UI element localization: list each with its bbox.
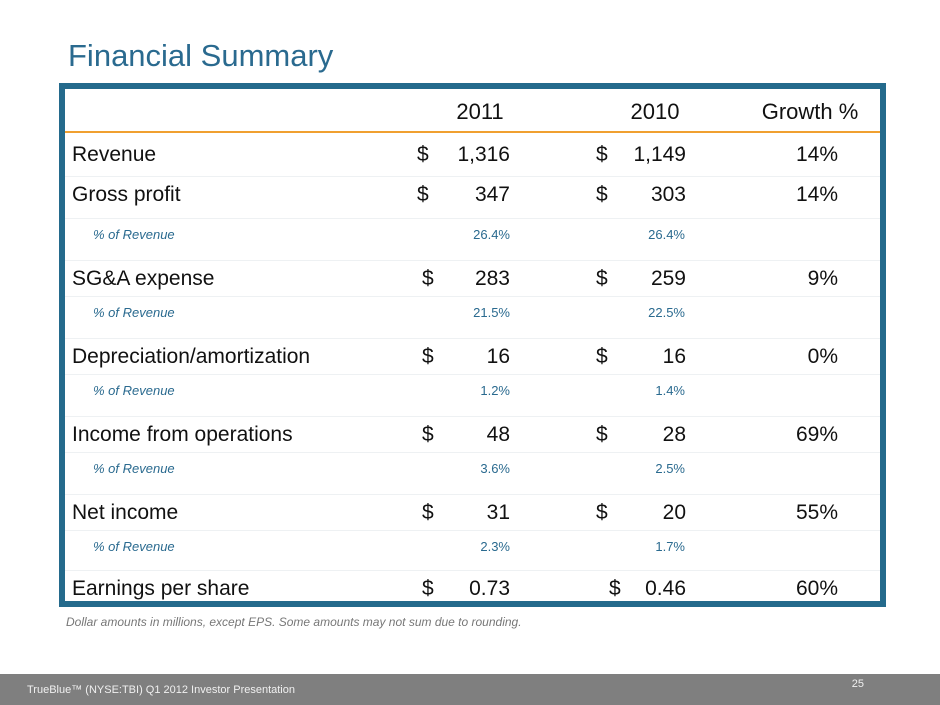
growth-value: 9% <box>807 267 838 290</box>
value-2010: 16 <box>662 345 686 368</box>
value-2010: 259 <box>650 267 686 290</box>
footer-bar: TrueBlue™ (NYSE:TBI) Q1 2012 Investor Pr… <box>0 674 940 705</box>
percent-2011: 2.3% <box>480 539 510 554</box>
currency-2010: $ <box>596 345 608 368</box>
row-label: Revenue <box>72 143 157 166</box>
row-label: % of Revenue <box>93 539 175 554</box>
percent-2010: 26.4% <box>648 227 685 242</box>
growth-value: 14% <box>795 183 838 206</box>
row-label: % of Revenue <box>93 227 175 242</box>
value-2010: 20 <box>662 501 686 524</box>
header-2011: 2011 <box>456 99 504 124</box>
growth-value: 69% <box>795 423 838 446</box>
percent-2010: 1.7% <box>655 539 685 554</box>
row-divider <box>65 176 880 177</box>
percent-of-revenue-row: % of Revenue 21.5% 22.5% <box>65 297 880 335</box>
financial-summary-table: 2011 2010 Growth % Revenue $1,316 $1,149 14… <box>59 83 886 607</box>
currency-2011: $ <box>422 267 434 290</box>
table-row: Net income $31 $20 55% <box>65 495 880 531</box>
table-row: SG&A expense $283 $259 9% <box>65 261 880 297</box>
row-label: SG&A expense <box>72 267 215 290</box>
value-2010: 303 <box>650 183 686 206</box>
page-number: 25 <box>851 678 864 690</box>
header-divider <box>65 131 880 133</box>
percent-2011: 21.5% <box>473 305 510 320</box>
currency-2010: $ <box>609 577 621 600</box>
percent-2011: 26.4% <box>473 227 510 242</box>
value-2011: 31 <box>486 501 510 524</box>
percent-2011: 1.2% <box>480 383 510 398</box>
value-2010: 0.46 <box>645 577 686 600</box>
row-divider <box>65 416 880 417</box>
value-2011: 16 <box>486 345 510 368</box>
value-2011: 1,316 <box>457 143 510 166</box>
currency-2011: $ <box>422 577 434 600</box>
currency-2010: $ <box>596 183 608 206</box>
growth-value: 60% <box>795 577 838 600</box>
value-2010: 28 <box>662 423 686 446</box>
percent-2010: 1.4% <box>655 383 685 398</box>
currency-2011: $ <box>422 423 434 446</box>
currency-2011: $ <box>417 143 429 166</box>
percent-of-revenue-row: % of Revenue 1.2% 1.4% <box>65 375 880 413</box>
row-label: % of Revenue <box>93 305 175 320</box>
row-label: Depreciation/amortization <box>72 345 311 368</box>
value-2011: 347 <box>474 183 510 206</box>
growth-value: 14% <box>795 143 838 166</box>
currency-2010: $ <box>596 423 608 446</box>
header-growth: Growth % <box>761 99 859 124</box>
value-2011: 48 <box>486 423 510 446</box>
row-divider <box>65 296 880 297</box>
percent-of-revenue-row: % of Revenue 2.3% 1.7% <box>65 531 880 569</box>
row-divider <box>65 260 880 261</box>
table-row: Gross profit $347 $303 14% <box>65 177 880 213</box>
percent-2010: 22.5% <box>648 305 685 320</box>
row-label: Net income <box>72 501 179 524</box>
currency-2011: $ <box>422 345 434 368</box>
row-label: Earnings per share <box>72 577 250 600</box>
table-row: Income from operations $48 $28 69% <box>65 417 880 453</box>
row-label: Income from operations <box>72 423 293 446</box>
percent-of-revenue-row: % of Revenue 3.6% 2.5% <box>65 453 880 491</box>
row-divider <box>65 494 880 495</box>
header-2010: 2010 <box>630 99 680 124</box>
row-divider <box>65 374 880 375</box>
row-label: % of Revenue <box>93 461 175 476</box>
growth-value: 0% <box>807 345 838 368</box>
currency-2010: $ <box>596 267 608 290</box>
row-divider <box>65 338 880 339</box>
row-divider <box>65 452 880 453</box>
footer-text: TrueBlue™ (NYSE:TBI) Q1 2012 Investor Pr… <box>27 684 295 696</box>
value-2010: 1,149 <box>633 143 686 166</box>
percent-2011: 3.6% <box>480 461 510 476</box>
table-row: Depreciation/amortization $16 $16 0% <box>65 339 880 375</box>
page-title: Financial Summary <box>68 38 334 73</box>
percent-of-revenue-row: % of Revenue 26.4% 26.4% <box>65 219 880 257</box>
value-2011: 0.73 <box>469 577 510 600</box>
currency-2011: $ <box>422 501 434 524</box>
currency-2010: $ <box>596 501 608 524</box>
percent-2010: 2.5% <box>655 461 685 476</box>
currency-2010: $ <box>596 143 608 166</box>
currency-2011: $ <box>417 183 429 206</box>
table-row: Revenue $1,316 $1,149 14% <box>65 137 880 173</box>
row-label: % of Revenue <box>93 383 175 398</box>
value-2011: 283 <box>474 267 510 290</box>
row-divider <box>65 570 880 571</box>
row-divider <box>65 530 880 531</box>
row-label: Gross profit <box>72 183 181 206</box>
footnote: Dollar amounts in millions, except EPS. … <box>66 615 522 629</box>
table-row: Earnings per share $0.73 $0.46 60% <box>65 571 880 607</box>
growth-value: 55% <box>795 501 838 524</box>
row-divider <box>65 218 880 219</box>
